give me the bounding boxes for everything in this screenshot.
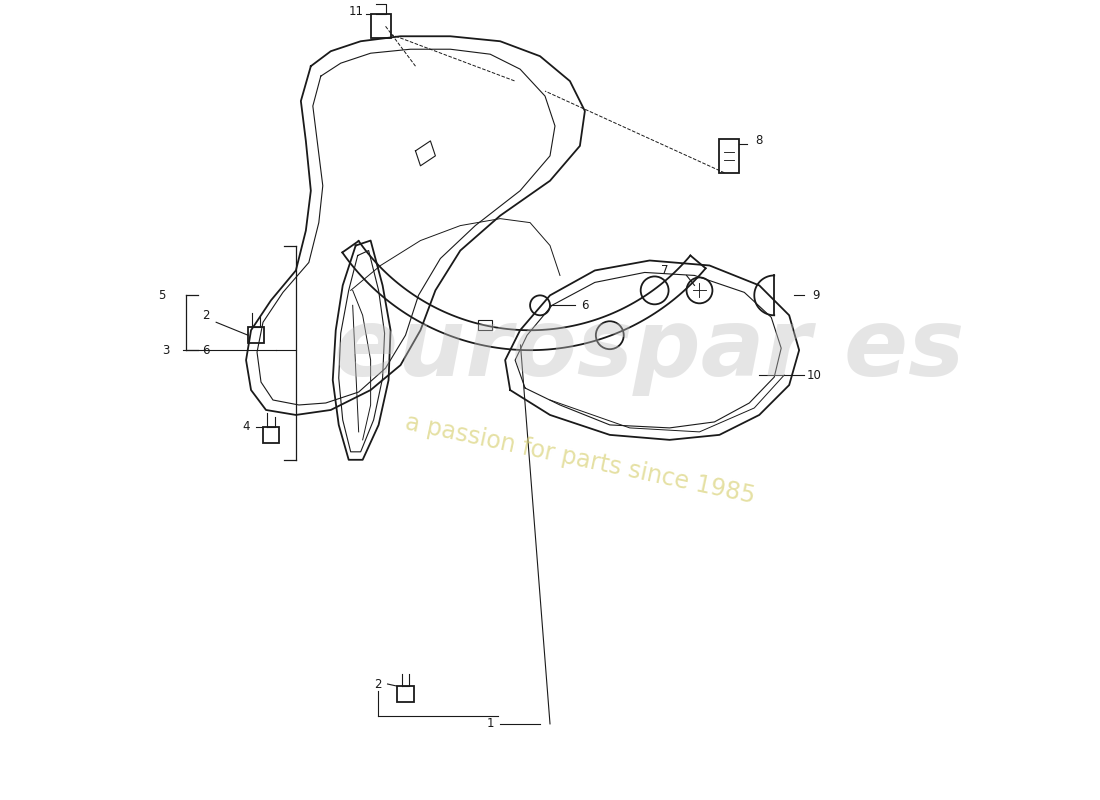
Text: 11: 11 [349,5,363,18]
Bar [478,320,492,330]
Text: 2: 2 [374,678,382,690]
FancyBboxPatch shape [263,427,279,443]
FancyBboxPatch shape [371,14,390,38]
Text: 5: 5 [157,289,165,302]
Text: 1: 1 [486,718,494,730]
Text: 2: 2 [202,309,210,322]
Text: 6: 6 [581,299,589,312]
Text: 4: 4 [242,421,250,434]
Text: 3: 3 [163,344,170,357]
Text: 7: 7 [661,264,669,277]
FancyBboxPatch shape [396,686,415,702]
Text: 10: 10 [806,369,822,382]
FancyBboxPatch shape [249,327,264,343]
Text: 6: 6 [202,344,210,357]
Text: 9: 9 [812,289,820,302]
Text: a passion for parts since 1985: a passion for parts since 1985 [403,411,757,509]
FancyBboxPatch shape [719,139,739,173]
Text: eurospar es: eurospar es [334,304,965,396]
Text: 8: 8 [756,134,763,147]
